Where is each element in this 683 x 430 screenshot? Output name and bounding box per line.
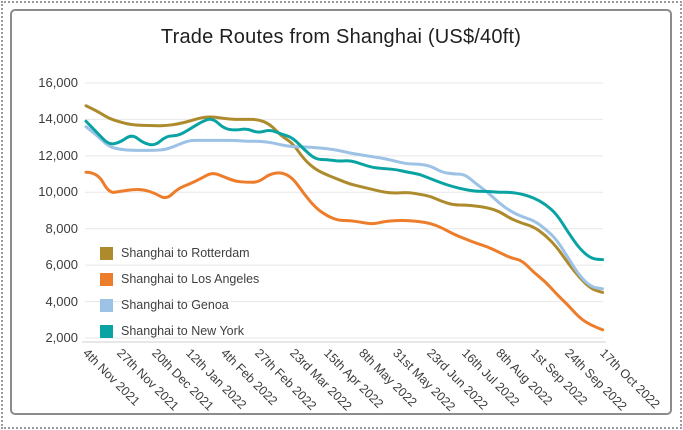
legend-item-shanghai-to-new-york: Shanghai to New York — [100, 324, 259, 338]
legend-label: Shanghai to New York — [121, 324, 245, 338]
series-line-shanghai-to-rotterdam — [84, 104, 605, 294]
legend-label: Shanghai to Genoa — [121, 298, 229, 312]
series-line-shanghai-to-los-angeles — [84, 170, 605, 332]
legend-label: Shanghai to Rotterdam — [121, 246, 250, 260]
legend-swatch — [100, 298, 113, 312]
legend-item-shanghai-to-rotterdam: Shanghai to Rotterdam — [100, 246, 259, 260]
legend-item-shanghai-to-los-angeles: Shanghai to Los Angeles — [100, 272, 259, 286]
legend-swatch — [100, 246, 113, 260]
y-axis-label: 16,000 — [38, 75, 78, 90]
series-line-shanghai-to-new-york — [84, 117, 605, 262]
y-axis-label: 10,000 — [38, 184, 78, 200]
legend-label: Shanghai to Los Angeles — [121, 272, 260, 286]
legend-item-shanghai-to-genoa: Shanghai to Genoa — [100, 298, 259, 312]
y-axis-label: 12,000 — [38, 147, 78, 163]
series-line-shanghai-to-genoa — [84, 125, 605, 291]
series-lines — [84, 104, 605, 332]
legend-swatch — [100, 324, 113, 338]
y-axis-label: 14,000 — [38, 111, 78, 127]
legend-swatch — [100, 272, 113, 286]
y-axis-label: 2,000 — [45, 330, 78, 345]
y-axis-label: 4,000 — [45, 293, 78, 309]
y-axis-label: 6,000 — [45, 257, 78, 273]
y-axis-label: 8,000 — [45, 220, 78, 236]
chart-title: Trade Routes from Shanghai (US$/40ft) — [160, 26, 522, 48]
legend: Shanghai to Rotterdam Shanghai to Los Ang… — [100, 246, 259, 338]
chart-card — [10, 9, 672, 415]
